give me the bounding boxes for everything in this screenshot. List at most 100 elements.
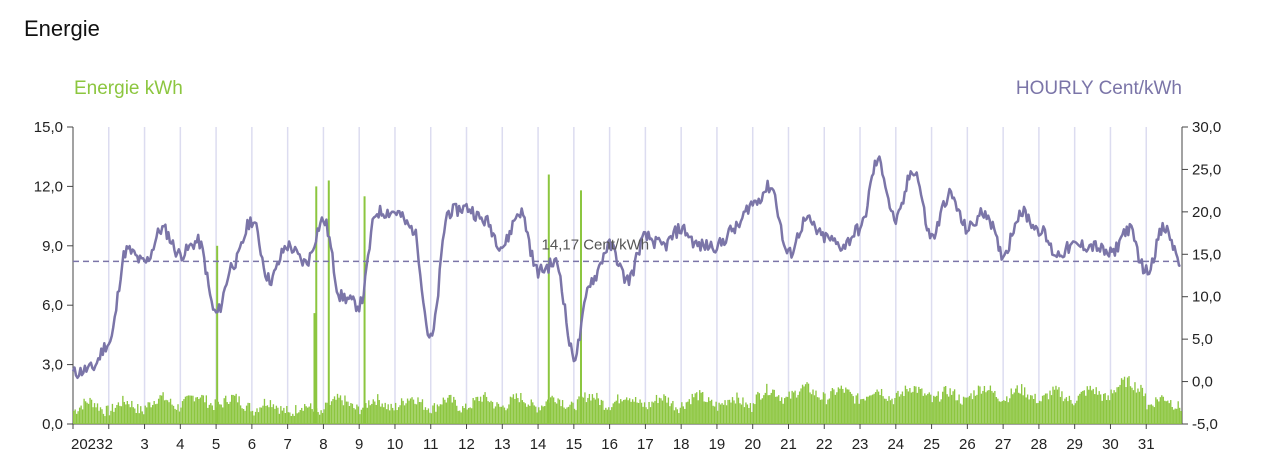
energy-bar bbox=[867, 396, 869, 424]
energy-bar bbox=[304, 404, 306, 424]
energy-bar bbox=[865, 396, 868, 424]
energy-bar bbox=[196, 397, 199, 424]
energy-bar bbox=[535, 406, 537, 424]
energy-bar bbox=[1138, 391, 1141, 424]
energy-bar bbox=[868, 395, 871, 424]
energy-bar bbox=[985, 392, 987, 424]
energy-bar bbox=[773, 389, 775, 424]
energy-bar bbox=[697, 400, 699, 424]
energy-bar bbox=[563, 407, 565, 424]
energy-bar bbox=[177, 404, 179, 424]
energy-bar bbox=[952, 391, 954, 424]
x-tick-label: 16 bbox=[601, 436, 618, 453]
energy-bar bbox=[946, 394, 948, 424]
energy-bar bbox=[1091, 390, 1093, 424]
energy-bar bbox=[482, 394, 485, 424]
energy-bar bbox=[767, 395, 769, 424]
energy-bar bbox=[797, 394, 799, 424]
energy-bar bbox=[289, 412, 291, 424]
energy-bar bbox=[612, 403, 614, 424]
energy-bar bbox=[1107, 395, 1109, 424]
energy-bar bbox=[1111, 393, 1114, 424]
energy-bar bbox=[1092, 388, 1094, 424]
energy-bar bbox=[409, 398, 412, 424]
energy-bar bbox=[569, 404, 571, 424]
energy-bar bbox=[338, 397, 340, 424]
energy-bar bbox=[1129, 386, 1132, 424]
energy-bar bbox=[958, 394, 960, 424]
energy-bar bbox=[423, 409, 425, 424]
energy-bar bbox=[345, 401, 348, 424]
energy-bar bbox=[754, 404, 756, 424]
energy-bar bbox=[348, 406, 351, 424]
energy-bar bbox=[1176, 408, 1178, 424]
energy-bar bbox=[89, 397, 91, 424]
energy-bar bbox=[582, 397, 585, 424]
energy-bar bbox=[253, 415, 255, 424]
energy-bar bbox=[311, 409, 313, 424]
energy-bar bbox=[1049, 390, 1051, 424]
energy-bar bbox=[1141, 387, 1144, 424]
energy-bar bbox=[75, 413, 78, 424]
energy-bar bbox=[320, 410, 322, 424]
energy-bar bbox=[804, 384, 807, 424]
energy-bar bbox=[102, 413, 105, 424]
energy-bar bbox=[827, 399, 829, 424]
energy-bar bbox=[242, 408, 245, 424]
energy-bar bbox=[654, 400, 656, 424]
energy-bar bbox=[104, 416, 106, 424]
energy-bar bbox=[494, 406, 497, 424]
energy-bar bbox=[466, 409, 468, 424]
energy-bar bbox=[375, 404, 377, 424]
x-tick-label: 7 bbox=[283, 436, 291, 453]
energy-bar bbox=[533, 405, 535, 424]
energy-bar bbox=[871, 394, 874, 424]
energy-bar bbox=[290, 415, 292, 424]
energy-bar bbox=[778, 395, 780, 424]
energy-bar bbox=[468, 407, 470, 424]
energy-bar bbox=[509, 396, 512, 424]
energy-bar bbox=[512, 394, 515, 424]
energy-bar bbox=[628, 398, 631, 424]
energy-bar bbox=[745, 402, 747, 424]
energy-bar bbox=[977, 385, 980, 424]
energy-bar bbox=[620, 399, 622, 424]
energy-bar bbox=[202, 395, 205, 424]
energy-bar bbox=[661, 400, 664, 424]
energy-bar bbox=[1025, 397, 1027, 424]
left-tick-label: 12,0 bbox=[34, 178, 63, 195]
energy-bar bbox=[439, 404, 442, 424]
energy-bar bbox=[988, 390, 990, 424]
energy-bar bbox=[873, 393, 875, 424]
energy-bar bbox=[673, 410, 676, 424]
energy-bar bbox=[1100, 394, 1102, 424]
energy-bar bbox=[617, 394, 619, 424]
energy-bar bbox=[1126, 377, 1129, 424]
energy-bar bbox=[268, 407, 270, 424]
energy-bar bbox=[731, 397, 734, 424]
energy-bar bbox=[781, 397, 783, 424]
energy-bar bbox=[1021, 384, 1023, 424]
energy-bar bbox=[146, 407, 148, 424]
energy-bar bbox=[1053, 389, 1056, 424]
price-line bbox=[71, 155, 1181, 380]
energy-bar bbox=[1134, 382, 1136, 424]
energy-bar bbox=[220, 404, 222, 424]
x-tick-label: 23 bbox=[852, 436, 869, 453]
energy-bar bbox=[484, 392, 486, 424]
energy-bar bbox=[277, 407, 279, 424]
energy-bar bbox=[1059, 396, 1062, 424]
energy-bar bbox=[299, 410, 301, 424]
energy-bar bbox=[408, 400, 410, 424]
energy-bar bbox=[897, 390, 899, 424]
energy-bar bbox=[499, 406, 501, 424]
energy-bar bbox=[1104, 393, 1106, 424]
energy-bar bbox=[435, 411, 437, 424]
energy-bar bbox=[98, 410, 100, 424]
left-tick-label: 0,0 bbox=[42, 416, 63, 433]
energy-bar bbox=[947, 396, 950, 424]
energy-bar bbox=[101, 409, 103, 424]
energy-bar bbox=[1128, 376, 1130, 424]
x-tick-label: 6 bbox=[248, 436, 256, 453]
energy-bar bbox=[989, 385, 992, 424]
